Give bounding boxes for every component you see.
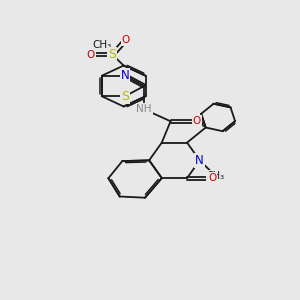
Text: O: O [193,116,201,126]
Text: S: S [108,48,116,61]
Text: N: N [195,154,204,167]
Text: O: O [86,50,95,60]
Text: NH: NH [136,104,152,114]
Text: CH₃: CH₃ [92,40,112,50]
Text: S: S [121,90,129,103]
Text: O: O [208,173,217,183]
Text: N: N [121,69,129,82]
Text: O: O [122,35,130,45]
Text: CH₃: CH₃ [206,171,225,181]
